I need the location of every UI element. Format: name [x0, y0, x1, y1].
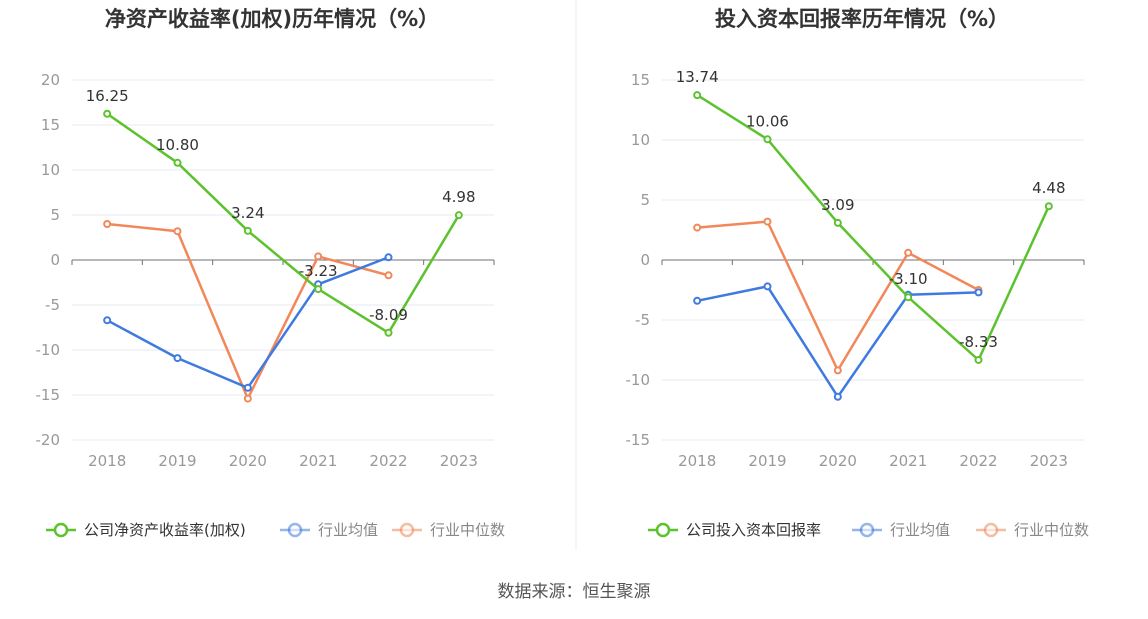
legend-marker-icon	[655, 522, 671, 538]
legend-label: 行业中位数	[430, 521, 505, 539]
legend-marker-icon	[983, 522, 999, 538]
data-point	[173, 227, 182, 236]
data-label: 3.09	[821, 196, 854, 214]
data-point	[974, 288, 983, 297]
data-point	[763, 217, 772, 226]
y-tick-label: -20	[36, 431, 61, 449]
x-tick-label: 2023	[1030, 452, 1068, 470]
data-point	[384, 328, 393, 337]
x-tick-label: 2018	[88, 452, 126, 470]
y-tick-label: 0	[640, 251, 650, 269]
data-point	[833, 366, 842, 375]
legend-item: 行业中位数	[976, 521, 1089, 539]
series-line	[696, 94, 1050, 362]
data-point	[384, 253, 393, 262]
data-point	[243, 383, 252, 392]
x-tick-label: 2022	[369, 452, 407, 470]
series-line	[107, 222, 389, 400]
legend-marker-icon	[859, 522, 875, 538]
data-point	[314, 285, 323, 294]
y-tick-label: -10	[36, 341, 61, 359]
legend-item: 行业均值	[852, 521, 950, 539]
data-point	[103, 316, 112, 325]
data-point	[1044, 202, 1053, 211]
data-point	[693, 91, 702, 100]
chart-panel-1: 净资产收益率(加权)历年情况（%） 20 15 10 5 0 -5 -10 -15 -20 2018…	[36, 7, 506, 539]
data-point	[384, 271, 393, 280]
data-point	[103, 220, 112, 228]
x-tick-label: 2021	[299, 452, 337, 470]
x-tick-label: 2018	[678, 452, 716, 470]
chart-title: 投入资本回报率历年情况（%）	[715, 7, 1009, 31]
y-tick-label: 0	[50, 251, 60, 269]
x-tick-label: 2021	[889, 452, 927, 470]
data-point	[763, 282, 772, 291]
y-tick-label: -5	[45, 296, 60, 314]
legend-item: 行业中位数	[392, 521, 505, 539]
data-point	[904, 293, 913, 302]
y-tick-label: -15	[36, 386, 61, 404]
data-point	[173, 354, 182, 363]
y-tick-label: -5	[635, 311, 650, 329]
chart-panel-2: 投入资本回报率历年情况（%） 15 10 5 0 -5 -10 -15 2018 2019 2020…	[626, 7, 1090, 539]
data-label: 3.24	[231, 204, 264, 222]
x-tick-label: 2019	[748, 452, 786, 470]
chart-title: 净资产收益率(加权)历年情况（%）	[105, 7, 439, 31]
data-point	[454, 211, 463, 220]
y-tick-label: 5	[50, 206, 60, 224]
legend-label: 公司净资产收益率(加权)	[84, 521, 246, 539]
data-label: 10.06	[746, 112, 789, 130]
data-point	[833, 218, 842, 227]
data-point	[763, 135, 772, 144]
data-label: -8.09	[369, 306, 408, 324]
legend-label: 行业均值	[890, 521, 950, 539]
legend-item: 公司投入资本回报率	[648, 521, 821, 539]
legend-marker-icon	[53, 522, 69, 538]
y-tick-label: 5	[640, 191, 650, 209]
data-label: 16.25	[86, 87, 129, 105]
legend-item: 公司净资产收益率(加权)	[46, 521, 246, 539]
legend-label: 行业均值	[318, 521, 378, 539]
legend-label: 公司投入资本回报率	[686, 521, 821, 539]
legend-marker-icon	[399, 522, 415, 538]
y-tick-label: 15	[41, 116, 60, 134]
legend-label: 行业中位数	[1014, 521, 1089, 539]
x-tick-label: 2020	[229, 452, 267, 470]
data-point	[314, 252, 323, 261]
data-label: 4.48	[1032, 179, 1065, 197]
y-tick-label: 20	[41, 71, 60, 89]
data-point	[103, 109, 112, 118]
data-point	[173, 158, 182, 167]
x-tick-label: 2022	[959, 452, 997, 470]
data-point	[833, 392, 842, 401]
legend-item: 行业均值	[280, 521, 378, 539]
data-label: -3.10	[889, 270, 928, 288]
series-line	[697, 220, 980, 372]
x-tick-label: 2020	[819, 452, 857, 470]
y-tick-label: 10	[41, 161, 60, 179]
y-tick-label: 10	[631, 131, 650, 149]
source-note: 数据来源：恒生聚源	[498, 582, 651, 602]
data-point	[243, 226, 252, 235]
series-line	[106, 256, 389, 390]
data-label: -3.23	[299, 262, 338, 280]
data-point	[243, 394, 252, 403]
data-label: 4.98	[442, 188, 475, 206]
y-tick-label: -10	[626, 371, 651, 389]
series-line	[106, 112, 460, 335]
legend-marker-icon	[287, 522, 303, 538]
data-point	[693, 296, 702, 305]
data-label: -8.33	[959, 333, 998, 351]
data-label: 10.80	[156, 136, 199, 154]
y-tick-label: 15	[631, 71, 650, 89]
y-tick-label: -15	[626, 431, 651, 449]
data-point	[693, 223, 702, 232]
data-point	[974, 355, 983, 364]
x-tick-label: 2023	[440, 452, 478, 470]
data-point	[904, 248, 913, 257]
x-tick-label: 2019	[158, 452, 196, 470]
data-label: 13.74	[676, 68, 719, 86]
